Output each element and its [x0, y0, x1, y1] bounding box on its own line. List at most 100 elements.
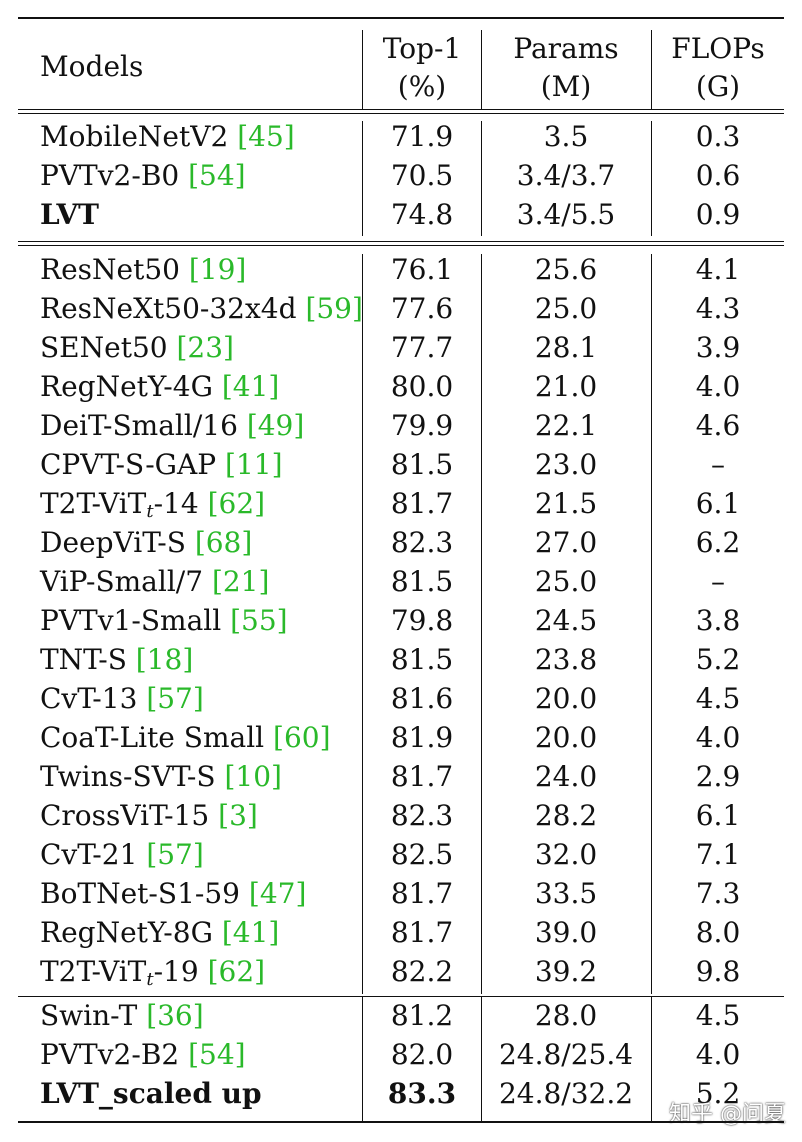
- citation-link[interactable]: [45]: [237, 120, 295, 153]
- citation-link[interactable]: [55]: [230, 604, 288, 637]
- model-name-cell: CrossViT-15 [3]: [40, 800, 258, 832]
- citation-link[interactable]: [54]: [188, 1038, 246, 1071]
- top1-cell: 81.7: [390, 916, 454, 949]
- params-cell: 25.6: [534, 253, 598, 286]
- model-name-cell: T2T-ViTt-14 [62]: [40, 487, 266, 521]
- flops-cell: 7.1: [695, 838, 741, 871]
- flops-cell: –: [711, 448, 725, 481]
- model-name-cell: ResNet50 [19]: [40, 254, 246, 286]
- citation-link[interactable]: [23]: [176, 331, 234, 364]
- params-cell: 25.0: [534, 292, 598, 325]
- params-cell: 39.0: [534, 916, 598, 949]
- params-cell: 33.5: [534, 877, 598, 910]
- params-cell: 32.0: [534, 838, 598, 871]
- model-name: TNT-S: [40, 643, 136, 676]
- params-cell: 28.1: [534, 331, 598, 364]
- column-divider: [651, 30, 652, 109]
- params-cell: 3.5: [543, 120, 589, 153]
- top1-cell: 82.2: [390, 955, 454, 988]
- model-name-suffix: -19: [153, 955, 208, 988]
- citation-link[interactable]: [47]: [248, 877, 307, 910]
- top1-cell: 77.6: [390, 292, 454, 325]
- citation-link[interactable]: [68]: [194, 526, 253, 559]
- model-name-cell: DeepViT-S [68]: [40, 527, 252, 559]
- citation-link[interactable]: [59]: [305, 292, 363, 325]
- flops-cell: 3.8: [695, 604, 741, 637]
- model-name-suffix: -14: [153, 487, 208, 520]
- group-rule-b: [18, 245, 784, 246]
- header-params-unit: (M): [540, 70, 592, 103]
- model-name: MobileNetV2: [40, 120, 238, 153]
- citation-link[interactable]: [57]: [146, 838, 204, 871]
- top1-cell: 74.8: [390, 198, 454, 231]
- citation-link[interactable]: [49]: [246, 409, 305, 442]
- model-name: T2T-ViT: [40, 487, 147, 520]
- model-name-cell: ResNeXt50-32x4d [59]: [40, 293, 363, 325]
- citation-link[interactable]: [54]: [188, 159, 246, 192]
- flops-cell: 4.0: [695, 370, 741, 403]
- citation-link[interactable]: [36]: [146, 999, 204, 1032]
- params-cell: 24.8/32.2: [498, 1077, 634, 1110]
- flops-cell: 2.9: [695, 760, 741, 793]
- header-rule-b: [18, 113, 784, 114]
- header-flops-unit: (G): [695, 70, 741, 103]
- params-cell: 28.2: [534, 799, 598, 832]
- column-divider: [362, 254, 363, 994]
- top1-cell: 79.8: [390, 604, 454, 637]
- top1-cell: 81.6: [390, 682, 454, 715]
- params-cell: 20.0: [534, 721, 598, 754]
- header-params-label: Params: [513, 32, 619, 65]
- model-name-cell: PVTv2-B0 [54]: [40, 160, 246, 192]
- column-divider: [481, 121, 482, 236]
- column-divider: [651, 121, 652, 236]
- citation-link[interactable]: [10]: [224, 760, 282, 793]
- model-name-cell: PVTv1-Small [55]: [40, 605, 288, 637]
- citation-link[interactable]: [19]: [188, 253, 247, 286]
- citation-link[interactable]: [21]: [211, 565, 270, 598]
- model-name-cell: T2T-ViTt-19 [62]: [40, 955, 266, 990]
- flops-cell: 6.1: [695, 487, 741, 520]
- citation-link[interactable]: [11]: [225, 448, 283, 481]
- model-name: ViP-Small/7: [40, 565, 212, 598]
- citation-link[interactable]: [57]: [146, 682, 204, 715]
- top1-cell: 82.3: [390, 799, 454, 832]
- flops-cell: 7.3: [695, 877, 741, 910]
- model-name-cell: LVT_scaled up: [40, 1078, 262, 1110]
- citation-link[interactable]: [62]: [207, 955, 266, 988]
- column-divider: [362, 121, 363, 236]
- flops-cell: 6.2: [695, 526, 741, 559]
- model-subscript: t: [146, 969, 154, 990]
- flops-cell: 8.0: [695, 916, 741, 949]
- params-cell: 25.0: [534, 565, 598, 598]
- params-cell: 23.8: [534, 643, 598, 676]
- flops-cell: 6.1: [695, 799, 741, 832]
- group-rule-a: [18, 241, 784, 242]
- column-divider: [651, 996, 652, 1121]
- model-name-cell: DeiT-Small/16 [49]: [40, 410, 304, 442]
- top1-cell: 83.3: [387, 1077, 457, 1110]
- header-params: Params (M): [482, 30, 650, 106]
- params-cell: 22.1: [534, 409, 598, 442]
- citation-link[interactable]: [62]: [207, 487, 266, 520]
- model-name-cell: MobileNetV2 [45]: [40, 121, 295, 153]
- citation-link[interactable]: [41]: [221, 370, 280, 403]
- top1-cell: 76.1: [390, 253, 454, 286]
- params-cell: 3.4/3.7: [516, 159, 616, 192]
- citation-link[interactable]: [41]: [221, 916, 280, 949]
- flops-cell: 4.6: [695, 409, 741, 442]
- model-name-cell: CPVT-S-GAP [11]: [40, 449, 283, 481]
- model-name: CvT-13: [40, 682, 147, 715]
- model-name: Twins-SVT-S: [40, 760, 225, 793]
- top1-cell: 81.7: [390, 877, 454, 910]
- model-name: CrossViT-15: [40, 799, 219, 832]
- citation-link[interactable]: [18]: [135, 643, 194, 676]
- top1-cell: 82.5: [390, 838, 454, 871]
- citation-link[interactable]: [3]: [218, 799, 258, 832]
- params-cell: 21.0: [534, 370, 598, 403]
- model-name: T2T-ViT: [40, 955, 147, 988]
- model-name: DeepViT-S: [40, 526, 195, 559]
- top1-cell: 81.5: [390, 643, 454, 676]
- group-rule-c: [18, 996, 784, 997]
- citation-link[interactable]: [60]: [273, 721, 331, 754]
- top1-cell: 81.9: [390, 721, 454, 754]
